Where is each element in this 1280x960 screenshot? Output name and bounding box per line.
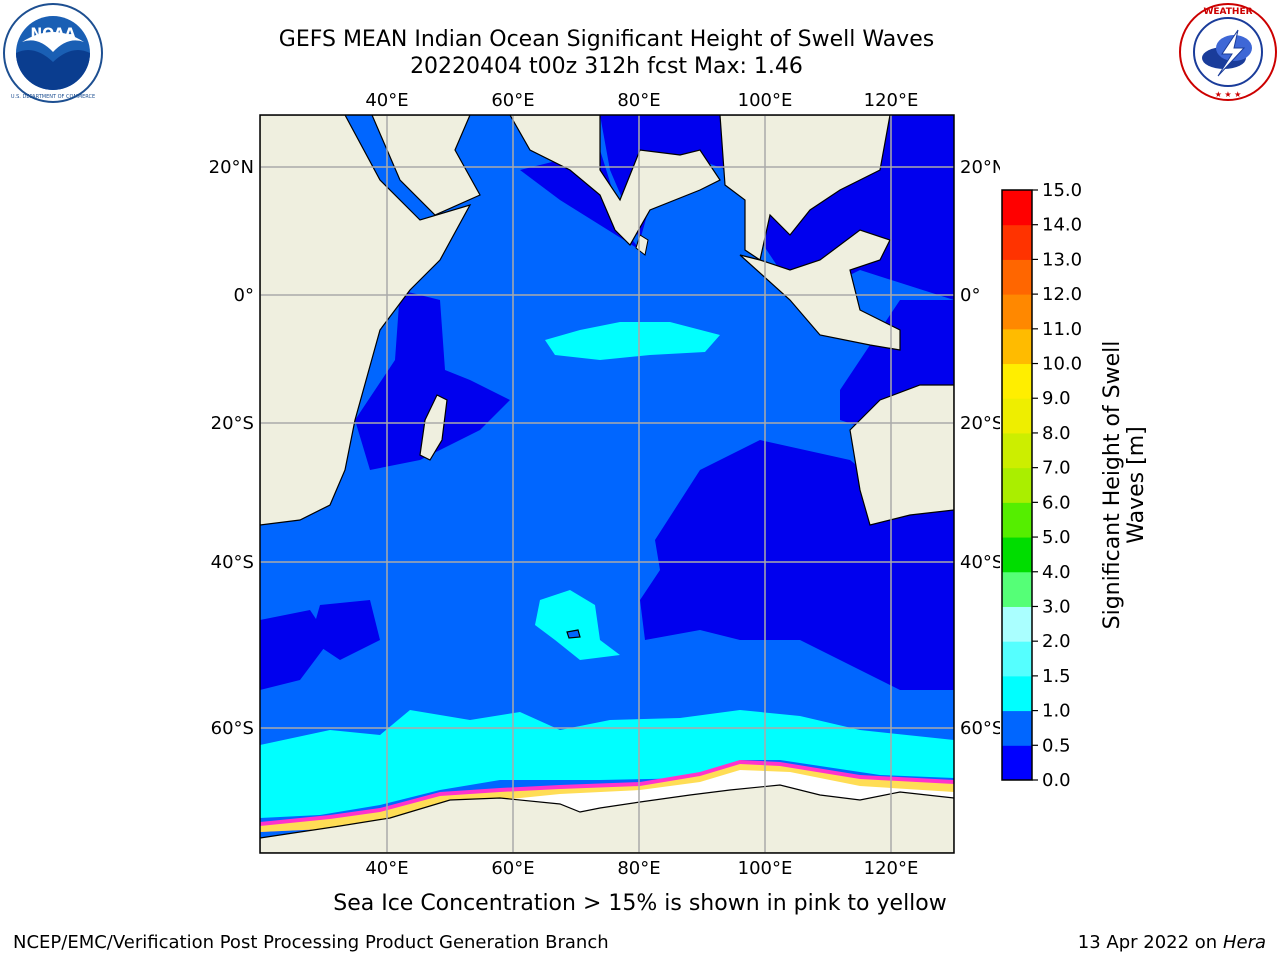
colorbar-segment [1002, 502, 1032, 538]
svg-text:WEATHER: WEATHER [1203, 7, 1252, 17]
lon-label-bottom: 100°E [738, 858, 793, 879]
land-madagascar [419, 394, 448, 461]
colorbar-segment [1002, 571, 1032, 607]
lat-label-left: 60°S [211, 718, 254, 739]
date-text: 13 Apr 2022 on [1077, 932, 1218, 953]
colorbar-segment [1002, 675, 1032, 712]
colorbar-segment [1002, 259, 1032, 295]
colorbar-segment [1002, 224, 1032, 260]
lat-label-left: 20°N [209, 157, 254, 178]
lon-label-top: 80°E [617, 90, 660, 111]
nws-logo: WEATHER ★ ★ ★ [1179, 3, 1277, 101]
colorbar-segment [1002, 328, 1032, 365]
kerguelen-island [566, 629, 581, 639]
noaa-logo-text: NOAA [31, 26, 76, 42]
svg-text:★ ★ ★: ★ ★ ★ [1215, 90, 1242, 99]
colorbar-label-line2: Waves [m] [1124, 426, 1149, 543]
lon-label-top: 120°E [864, 90, 919, 111]
colorbar-tick-label: 4.0 [1042, 562, 1071, 583]
land-sumatra-borneo [739, 229, 901, 351]
lat-label-left: 0° [234, 285, 254, 306]
colorbar-segment [1002, 190, 1032, 226]
sea-ice-note: Sea Ice Concentration > 15% is shown in … [333, 891, 947, 916]
svg-text:U.S. DEPARTMENT OF COMMERCE: U.S. DEPARTMENT OF COMMERCE [11, 94, 95, 100]
lat-label-left: 20°S [211, 413, 254, 434]
machine-name: Hera [1222, 932, 1266, 953]
noaa-logo: NOAA U.S. DEPARTMENT OF COMMERCE [3, 3, 103, 103]
map-gridlines [260, 115, 954, 853]
colorbar-tick-label: 12.0 [1042, 284, 1082, 305]
mid-swell-southern-band [260, 710, 954, 818]
lat-label-right: 20°N [960, 157, 1000, 178]
colorbar-tick-label: 11.0 [1042, 319, 1082, 340]
colorbar-tick-label: 5.0 [1042, 527, 1071, 548]
lon-label-bottom: 80°E [617, 858, 660, 879]
colorbar-tick-label: 0.5 [1042, 735, 1071, 756]
colorbar-segment [1002, 467, 1032, 503]
colorbar-segment [1002, 641, 1032, 677]
lat-label-right: 0° [960, 285, 980, 306]
colorbar-segment [1002, 398, 1032, 434]
lon-label-bottom: 60°E [491, 858, 534, 879]
mid-swell-kerguelen [535, 590, 620, 660]
lon-label-top: 60°E [491, 90, 534, 111]
land-india [509, 115, 721, 246]
date-line: 13 Apr 2022 on Hera [1078, 932, 1266, 953]
land-antarctica [260, 784, 954, 853]
lon-label-bottom: 120°E [864, 858, 919, 879]
lon-label-top: 40°E [365, 90, 408, 111]
low-swell-southwest-2 [310, 600, 380, 660]
chart-title: GEFS MEAN Indian Ocean Significant Heigh… [278, 27, 935, 52]
colorbar-tick-label: 14.0 [1042, 215, 1082, 236]
colorbar-tick-label: 13.0 [1042, 249, 1082, 270]
land-arabia [371, 115, 481, 216]
colorbar-tick-label: 1.0 [1042, 701, 1071, 722]
colorbar-tick-label: 8.0 [1042, 423, 1071, 444]
colorbar-segment [1002, 606, 1032, 642]
lon-label-bottom: 40°E [365, 858, 408, 879]
low-swell-bay-of-bengal [520, 150, 640, 250]
lat-label-right: 60°S [960, 718, 1000, 739]
colorbar-tick-label: 9.0 [1042, 388, 1071, 409]
colorbar-segment [1002, 363, 1032, 399]
lat-label-left: 40°S [211, 552, 254, 573]
colorbar-segment [1002, 294, 1032, 330]
colorbar-tick-label: 3.0 [1042, 596, 1071, 617]
low-swell-southwest [260, 610, 330, 690]
low-swell-west-australia [840, 300, 954, 430]
colorbar: 0.0 0.5 1.0 1.5 2.0 3.0 4.0 5.0 6.0 7.0 8.0 9.0 10.0… [1001, 180, 1149, 791]
forecast-subtitle: 20220404 t00z 312h fcst Max: 1.46 [410, 54, 803, 79]
colorbar-tick-label: 10.0 [1042, 354, 1082, 375]
lat-label-right: 40°S [960, 552, 1000, 573]
colorbar-segment [1002, 537, 1032, 573]
land-southeast-asia [719, 115, 891, 261]
colorbar-segment [1002, 710, 1032, 746]
lat-label-right: 20°S [960, 413, 1000, 434]
land-australia [849, 384, 954, 526]
colorbar-tick-label: 1.5 [1042, 666, 1071, 687]
colorbar-segment [1002, 432, 1032, 469]
low-swell-east-africa [355, 290, 510, 470]
colorbar-segment [1002, 745, 1032, 781]
credit-line: NCEP/EMC/Verification Post Processing Pr… [13, 932, 609, 953]
colorbar-tick-label: 0.0 [1042, 770, 1071, 791]
colorbar-tick-label: 6.0 [1042, 492, 1071, 513]
colorbar-label-line1: Significant Height of Swell [1100, 341, 1125, 630]
mid-swell-equatorial [545, 322, 720, 360]
swell-map: 40°E 60°E 80°E 100°E 120°E 40°E 60°E 80°… [209, 90, 1000, 879]
lon-label-top: 100°E [738, 90, 793, 111]
map-frame [259, 114, 955, 854]
colorbar-tick-label: 7.0 [1042, 458, 1071, 479]
colorbar-tick-label: 15.0 [1042, 180, 1082, 201]
colorbar-tick-label: 2.0 [1042, 631, 1071, 652]
colorbar-frame [1001, 189, 1033, 781]
